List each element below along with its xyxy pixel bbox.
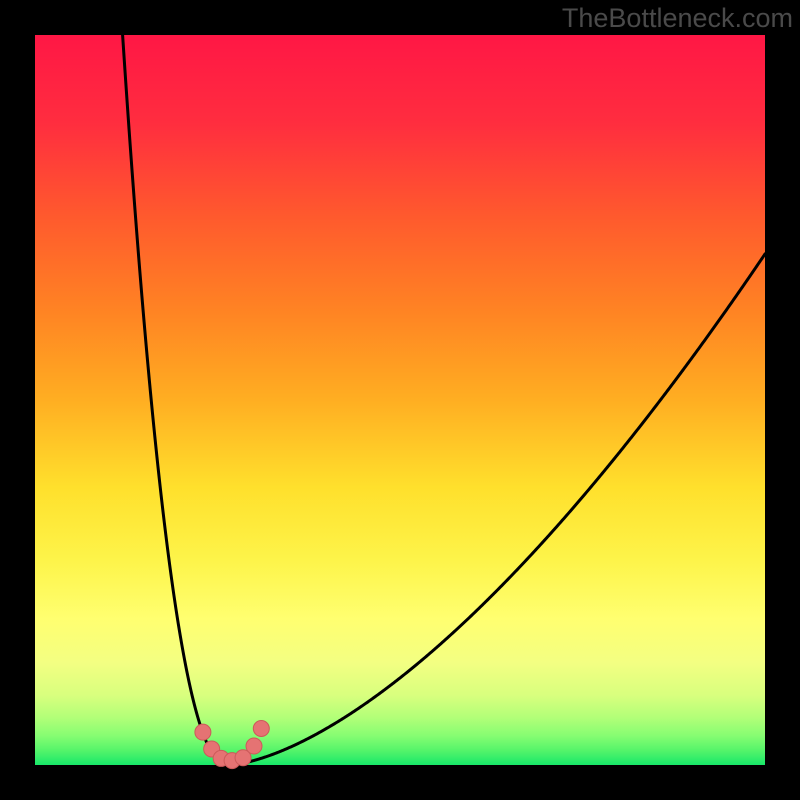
curve-marker <box>195 724 211 740</box>
curve-marker <box>253 721 269 737</box>
curve-marker <box>246 738 262 754</box>
plot-area <box>35 35 765 765</box>
watermark-text: TheBottleneck.com <box>562 3 793 33</box>
